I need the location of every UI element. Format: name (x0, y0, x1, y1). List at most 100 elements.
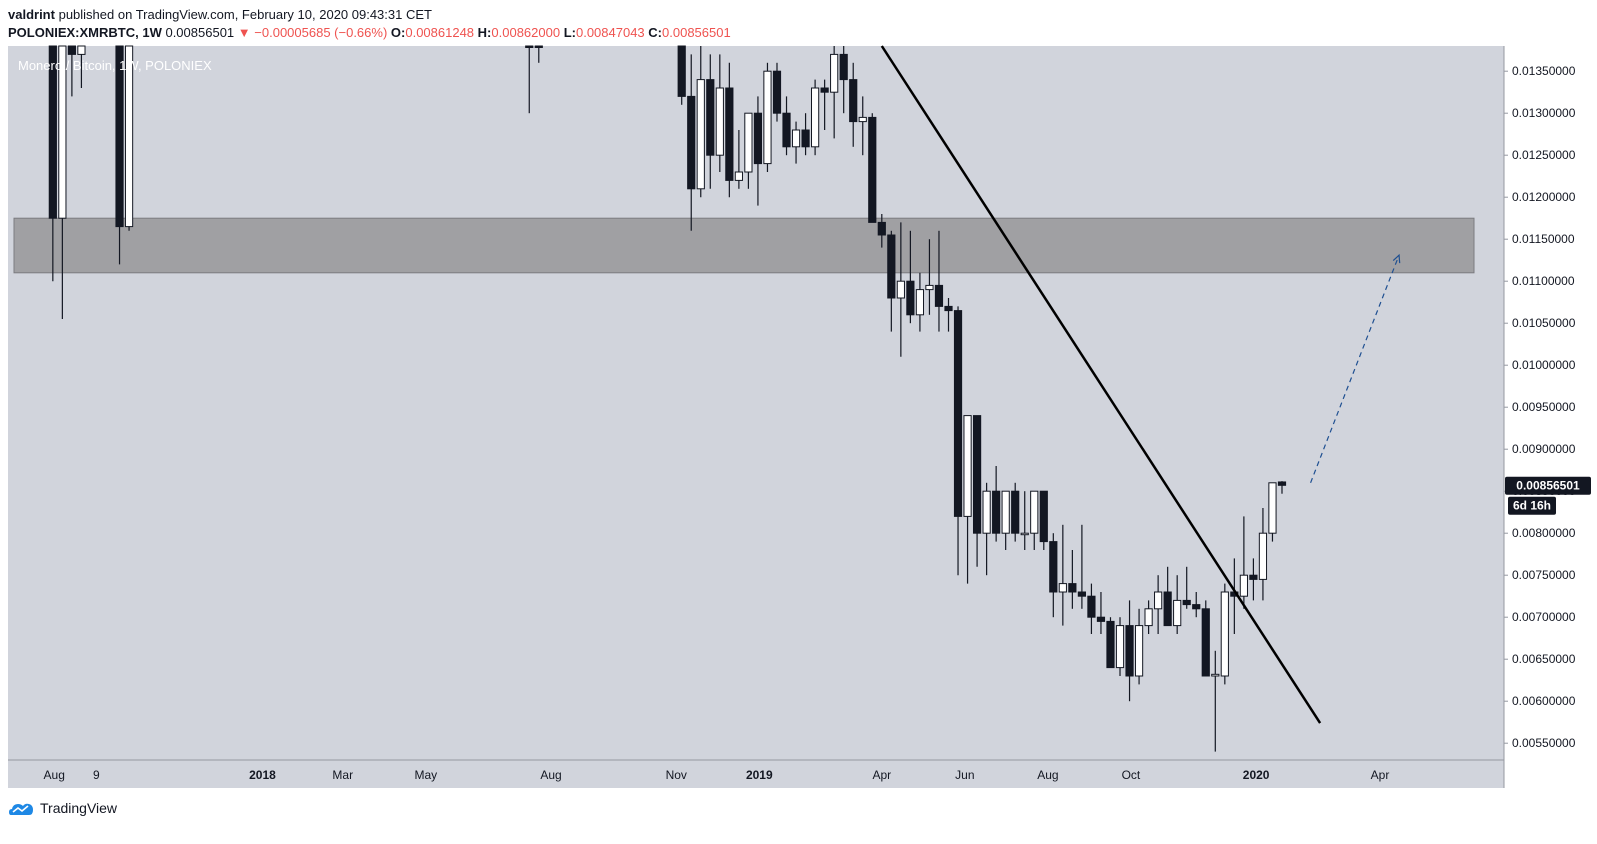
publish-info: valdrint published on TradingView.com, F… (8, 7, 432, 22)
price-tick-label: 0.00650000 (1512, 652, 1576, 666)
candle-body (1211, 673, 1220, 677)
price-tick-label: 0.00900000 (1512, 442, 1576, 456)
candle-body (115, 45, 124, 228)
time-tick-labels: Aug 9 2018 Mar May Aug Nov 2019 Apr Jun Aug Oct 2020… (44, 768, 1390, 782)
candle-body (734, 171, 743, 181)
time-tick-label: Apr (872, 768, 891, 782)
candle-body (887, 234, 896, 299)
countdown-label: 6d 16h (1508, 496, 1556, 515)
published-text: published on TradingView.com, February 1… (58, 7, 432, 22)
candle-body (944, 305, 953, 312)
open-label: O: (390, 25, 406, 40)
price-tick-label: 0.01250000 (1512, 148, 1576, 162)
time-tick-label: Nov (666, 768, 687, 782)
brand-name: TradingView (40, 800, 118, 816)
low-value: 0.00847043 (575, 25, 645, 40)
price-tick-label: 0.01100000 (1512, 274, 1575, 288)
price-tick-label: 0.01050000 (1512, 316, 1576, 330)
candle-body (1249, 574, 1258, 580)
candle-body (801, 129, 810, 148)
close-value: 0.00856501 (662, 25, 731, 40)
candle-body (811, 87, 820, 148)
last-price-value: 0.00856501 (1516, 479, 1580, 493)
projection-line[interactable] (1310, 254, 1400, 484)
tradingview-branding[interactable]: TradingView (8, 800, 117, 816)
descending-trendline[interactable] (880, 45, 1322, 724)
candle-body (1268, 482, 1277, 534)
tradingview-logo-icon (9, 803, 33, 815)
change-value: −0.00005685 (−0.66%) (254, 25, 388, 40)
chart-watermark-title: Monero / Bitcoin, 1W, POLONIEX (18, 58, 212, 73)
candle-body (772, 70, 782, 114)
candle-body (1277, 481, 1287, 486)
candle-body (868, 116, 877, 223)
low-label: L: (563, 25, 576, 40)
price-tick-label: 0.01200000 (1512, 190, 1576, 204)
high-label: H: (477, 25, 492, 40)
candle-body (1001, 490, 1010, 534)
candle-body (1020, 532, 1029, 536)
projection-arrow-icon (1392, 253, 1401, 264)
candle-body (820, 87, 829, 93)
time-tick-label: 2018 (249, 768, 276, 782)
price-tick-label: 0.00550000 (1512, 736, 1576, 750)
candle-body (1163, 591, 1172, 627)
candle-body (1068, 583, 1077, 593)
candle-body (1096, 616, 1106, 622)
candle-body (858, 116, 867, 123)
time-tick-label: Mar (332, 768, 353, 782)
candle-body (715, 87, 724, 156)
candle-body (696, 79, 705, 190)
candle-body (124, 45, 134, 228)
plot-area[interactable] (8, 46, 1504, 760)
resistance-zone[interactable] (13, 217, 1475, 274)
candle-body (67, 45, 76, 55)
candle-body (687, 95, 696, 190)
countdown-value: 6d 16h (1513, 499, 1551, 513)
candle-body (1030, 490, 1039, 534)
candle-body (1058, 583, 1067, 593)
candle-body (934, 284, 944, 307)
candle-body (744, 112, 753, 173)
candle-body (1144, 608, 1153, 627)
price-axis[interactable] (1504, 46, 1597, 788)
ohlc-legend: POLONIEX:XMRBTC, 1W 0.00856501 ▼ −0.0000… (8, 25, 731, 40)
symbol-label[interactable]: POLONIEX:XMRBTC, 1W (8, 25, 162, 40)
author-name[interactable]: valdrint (8, 7, 55, 22)
candle-body (992, 490, 1001, 534)
open-value: 0.00861248 (405, 25, 475, 40)
candle-body (791, 129, 801, 148)
candle-body (1154, 591, 1163, 610)
candle-body (763, 70, 772, 165)
candle-body (1011, 490, 1020, 534)
down-arrow-icon: ▼ (237, 25, 251, 40)
candle-body (1049, 541, 1058, 593)
time-tick-label: Oct (1122, 768, 1141, 782)
time-axis[interactable] (8, 760, 1504, 788)
candle-body (925, 284, 934, 291)
candle-body (906, 280, 915, 316)
time-tick-label: Aug (1037, 768, 1058, 782)
candle-body (982, 490, 991, 534)
candle-body (48, 45, 57, 219)
time-tick-label: Aug (44, 768, 65, 782)
price-tick-label: 0.01300000 (1512, 106, 1576, 120)
price-tick-label: 0.00950000 (1512, 400, 1576, 414)
candle-body (525, 45, 534, 48)
candle-body (753, 112, 763, 165)
candle-body (830, 53, 839, 93)
candle-body (1192, 604, 1201, 610)
time-tick-label: 2020 (1243, 768, 1270, 782)
candle-body (1134, 625, 1144, 677)
price-tick-label: 0.01350000 (1512, 64, 1576, 78)
time-tick-label: May (414, 768, 437, 782)
candle-body (77, 45, 86, 55)
candle-body (1087, 595, 1096, 618)
last-price: 0.00856501 (165, 25, 235, 40)
candle-body (896, 280, 905, 299)
time-tick-label: Jun (955, 768, 974, 782)
candles-group (48, 45, 1287, 752)
price-tick-label: 0.00600000 (1512, 694, 1576, 708)
candle-body (677, 45, 686, 97)
